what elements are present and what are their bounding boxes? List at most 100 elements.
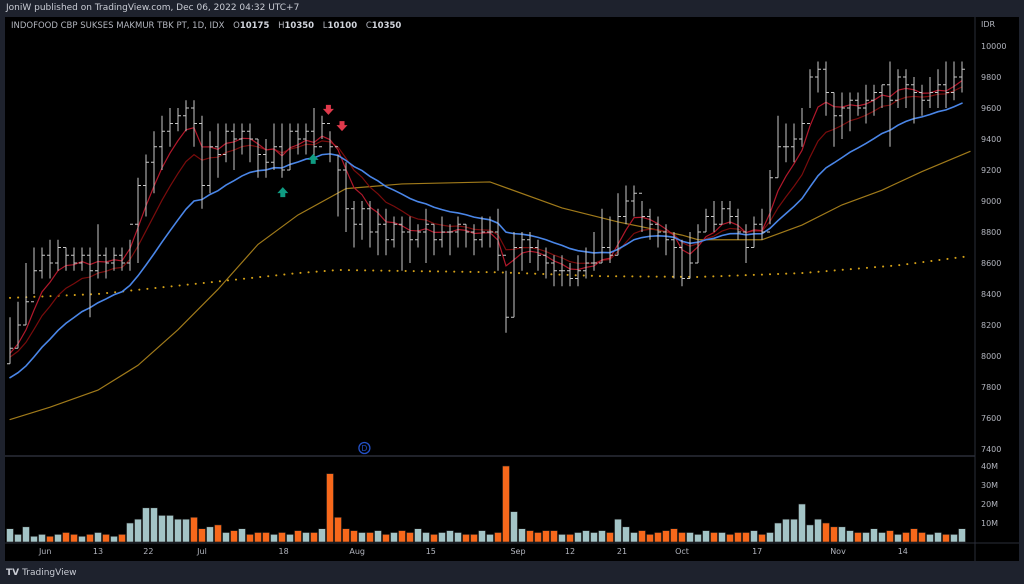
volume-bar <box>446 530 454 543</box>
buy-arrow-icon <box>277 187 289 198</box>
price-tick-label: 8800 <box>981 228 1001 237</box>
time-tick-label: Nov <box>830 547 846 556</box>
volume-bar <box>14 534 22 543</box>
symbol-name: INDOFOOD CBP SUKSES MAKMUR TBK PT, 1D, I… <box>11 21 225 31</box>
volume-bar <box>518 528 526 543</box>
low-value: 10100 <box>327 21 358 31</box>
volume-bar <box>790 518 798 543</box>
volume-bar <box>774 522 782 543</box>
volume-bar <box>910 528 918 543</box>
volume-bar <box>102 534 110 543</box>
tradingview-brand[interactable]: TV TradingView <box>6 568 77 578</box>
volume-bar <box>46 535 54 543</box>
price-tick-label: 8400 <box>981 290 1001 299</box>
volume-bar <box>94 532 102 543</box>
volume-bar <box>830 526 838 543</box>
volume-bar <box>62 532 70 543</box>
time-tick-label: 13 <box>93 547 103 556</box>
volume-bar <box>846 530 854 543</box>
volume-bar <box>782 518 790 543</box>
time-tick-label: 14 <box>898 547 908 556</box>
volume-bar <box>454 532 462 543</box>
volume-bar <box>806 524 814 543</box>
volume-bar <box>950 534 958 543</box>
volume-bar <box>6 528 14 543</box>
volume-bar <box>206 526 214 543</box>
volume-bar <box>262 532 270 543</box>
volume-bar <box>886 530 894 543</box>
volume-bar <box>318 528 326 543</box>
time-tick-label: 12 <box>565 547 575 556</box>
volume-bar <box>606 532 614 543</box>
volume-bar <box>614 518 622 543</box>
volume-bar <box>918 532 926 543</box>
open-label: O <box>233 21 240 31</box>
high-label: H <box>278 21 285 31</box>
volume-bar <box>78 535 86 543</box>
volume-bar <box>246 534 254 543</box>
volume-bar <box>334 516 342 543</box>
volume-bar <box>422 532 430 543</box>
price-tick-label: 7600 <box>981 414 1001 423</box>
volume-bar <box>254 532 262 543</box>
volume-bar <box>902 532 910 543</box>
volume-bar <box>862 532 870 543</box>
volume-bar <box>814 518 822 543</box>
volume-bar <box>374 530 382 543</box>
volume-bar <box>230 530 238 543</box>
volume-bar <box>934 532 942 543</box>
volume-bar <box>182 518 190 543</box>
volume-bar <box>198 528 206 543</box>
high-value: 10350 <box>284 21 315 31</box>
volume-bar <box>142 507 150 543</box>
brand-name: TradingView <box>22 568 77 578</box>
volume-bar <box>542 530 550 543</box>
price-tick-label: 8600 <box>981 259 1001 268</box>
dividend-icon[interactable] <box>358 441 371 455</box>
volume-bar <box>126 522 134 543</box>
time-tick-label: 18 <box>279 547 289 556</box>
volume-bar <box>222 532 230 543</box>
volume-bar <box>822 522 830 543</box>
volume-bar <box>694 534 702 543</box>
currency-label: IDR <box>981 20 996 29</box>
time-tick-label: 21 <box>617 547 627 556</box>
time-tick-label: Jul <box>196 547 207 556</box>
volume-bar <box>118 534 126 543</box>
volume-bar <box>150 507 158 543</box>
volume-bar <box>390 532 398 543</box>
volume-bar <box>870 528 878 543</box>
volume-bar <box>158 515 166 543</box>
volume-bar <box>190 516 198 543</box>
ma50-line <box>9 150 971 421</box>
volume-bar <box>398 530 406 543</box>
price-tick-label: 8200 <box>981 321 1001 330</box>
volume-bar <box>734 532 742 543</box>
volume-bar <box>526 530 534 543</box>
low-label: L <box>322 21 328 31</box>
ema10-line <box>9 86 963 358</box>
volume-bar <box>662 530 670 543</box>
price-tick-label: 9800 <box>981 73 1001 82</box>
buy-arrow-icon <box>307 153 319 164</box>
time-tick-label: 22 <box>143 547 153 556</box>
volume-bar <box>294 530 302 543</box>
volume-bar <box>342 528 350 543</box>
volume-bar <box>382 534 390 543</box>
volume-bar <box>302 532 310 543</box>
volume-tick-label: 10M <box>981 519 998 528</box>
ma200-line <box>9 255 971 299</box>
volume-bar <box>358 532 366 543</box>
time-tick-label: Sep <box>510 547 525 556</box>
volume-bar <box>22 526 30 543</box>
volume-bar <box>598 530 606 543</box>
volume-bar <box>838 526 846 543</box>
volume-bar <box>566 534 574 543</box>
volume-bar <box>54 534 62 543</box>
volume-bar <box>702 530 710 543</box>
volume-bar <box>670 528 678 543</box>
time-tick-label: Oct <box>675 547 689 556</box>
volume-bar <box>134 518 142 543</box>
volume-bar <box>166 515 174 543</box>
